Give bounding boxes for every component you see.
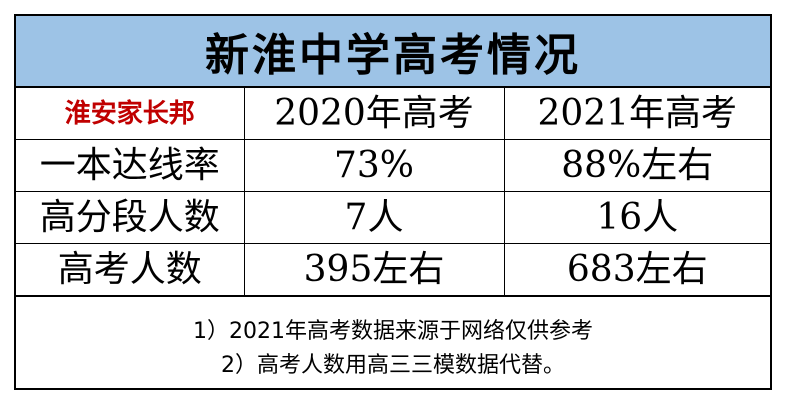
- data-grid: 淮安家长邦 2020年高考 2021年高考 一本达线率 73% 88%左右 高分…: [16, 88, 770, 296]
- cell-2020: 73%: [243, 139, 505, 192]
- cell-2021: 683左右: [503, 243, 770, 296]
- row-label: 高考人数: [16, 243, 245, 296]
- table-row: 高分段人数 7人 16人: [16, 191, 770, 244]
- table-row: 一本达线率 73% 88%左右: [16, 139, 770, 192]
- table-row: 高考人数 395左右 683左右: [16, 243, 770, 296]
- footnote-2: 2）高考人数用高三三模数据代替。: [221, 353, 565, 378]
- watermark-label: 淮安家长邦: [16, 88, 245, 140]
- cell-2021: 88%左右: [503, 139, 770, 192]
- row-label: 一本达线率: [16, 139, 245, 192]
- row-label: 高分段人数: [16, 191, 245, 244]
- cell-2021: 16人: [503, 191, 770, 244]
- table-title: 新淮中学高考情况: [16, 16, 770, 88]
- header-row: 淮安家长邦 2020年高考 2021年高考: [16, 88, 770, 140]
- cell-2020: 395左右: [243, 243, 505, 296]
- footnotes: 1）2021年高考数据来源于网络仅供参考 2）高考人数用高三三模数据代替。: [16, 296, 770, 395]
- exam-summary-table: 新淮中学高考情况 淮安家长邦 2020年高考 2021年高考 一本达线率 73%…: [14, 14, 772, 390]
- header-2020: 2020年高考: [243, 88, 505, 140]
- footnote-1: 1）2021年高考数据来源于网络仅供参考: [193, 319, 593, 344]
- cell-2020: 7人: [243, 191, 505, 244]
- header-2021: 2021年高考: [503, 88, 770, 140]
